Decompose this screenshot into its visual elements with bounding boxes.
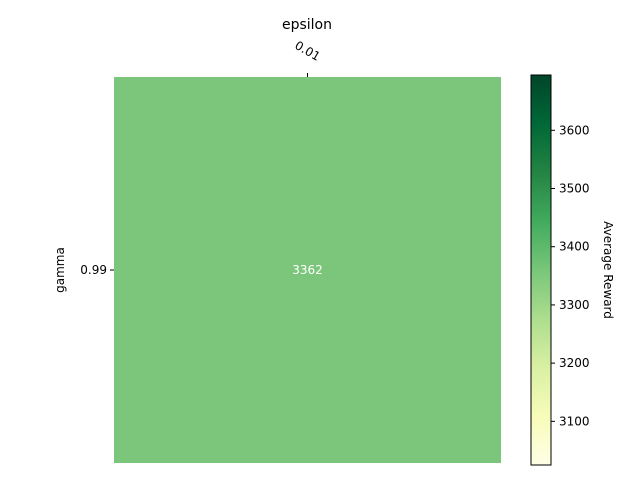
colorbar-label: Average Reward: [601, 221, 615, 319]
colorbar-tick-label: 3600: [559, 123, 590, 137]
cell-value-label: 3362: [292, 263, 323, 277]
y-axis-label: gamma: [53, 247, 67, 293]
x-tick-label: 0.01: [292, 38, 322, 63]
x-axis-label: epsilon: [282, 17, 332, 33]
colorbar-gradient: [530, 74, 552, 466]
heatmap-plot: 3362 0.01 0.99: [80, 38, 501, 463]
colorbar: 3100 3200 3300 3400 3500 3600 Average Reward: [530, 74, 615, 466]
colorbar-tick-label: 3100: [559, 414, 590, 428]
colorbar-tick-label: 3300: [559, 298, 590, 312]
colorbar-tick-label: 3400: [559, 240, 590, 254]
heatmap-cell: [114, 77, 501, 463]
colorbar-tick-label: 3200: [559, 356, 590, 370]
y-tick-label: 0.99: [80, 263, 107, 277]
colorbar-tick-label: 3500: [559, 182, 590, 196]
